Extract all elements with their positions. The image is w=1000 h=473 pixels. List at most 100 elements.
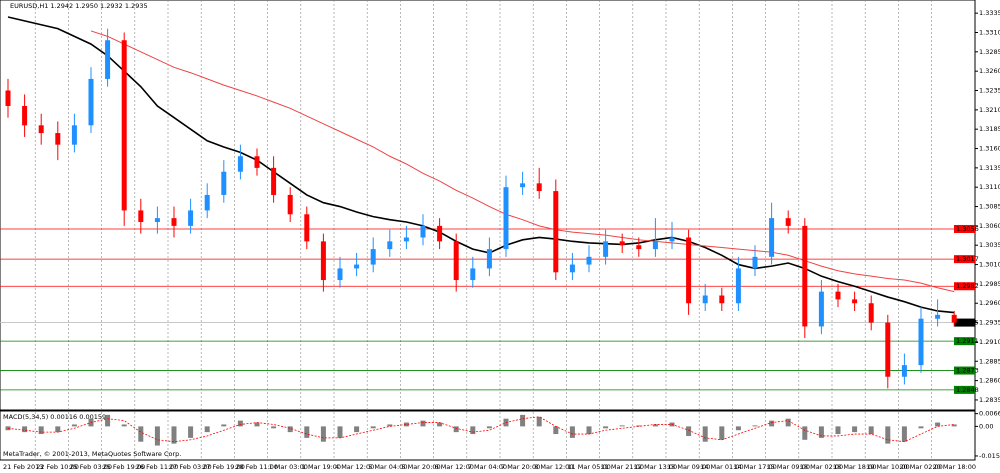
candle-body (702, 295, 708, 304)
level-tag (954, 282, 975, 291)
candle-body (105, 40, 111, 79)
macd-bar (204, 426, 210, 433)
x-tick-label: 5 Mar 20:00 (401, 463, 440, 471)
x-tick-label: 8 Mar 12:00 (534, 463, 573, 471)
candle-body (370, 249, 376, 265)
candle-body (188, 210, 194, 226)
x-tick-label: 22 Feb 10:00 (36, 463, 79, 471)
level-label: 1.3056 (956, 225, 979, 233)
macd-bar (935, 422, 941, 427)
macd-bar (138, 426, 144, 442)
candle-body (470, 268, 476, 281)
candle-body (71, 125, 77, 145)
macd-bar (470, 426, 476, 435)
level-label: 1.3017 (956, 255, 979, 263)
main-panel (0, 0, 976, 411)
x-tick-label: 27 Feb 03:00 (169, 463, 212, 471)
candle-body (752, 256, 758, 269)
candle-body (237, 156, 243, 172)
y-tick-label: 1.3135 (979, 164, 1000, 172)
candle-body (138, 210, 144, 223)
level-tag (954, 224, 975, 233)
macd-bar (603, 426, 609, 429)
level-tag (954, 337, 975, 346)
y-tick-label: 1.3060 (979, 222, 1000, 230)
x-tick-label: 20 Mar 18:00 (933, 463, 976, 471)
candle-body (586, 256, 592, 265)
candle-body (553, 191, 559, 273)
macd-bar (769, 420, 775, 427)
x-tick-label: 14 Mar 17:00 (733, 463, 776, 471)
chart-title: EURUSD,H1 1.2942 1.2950 1.2932 1.2935 (10, 2, 148, 10)
x-tick-label: 11 Mar 21:00 (601, 463, 644, 471)
candle-body (486, 249, 492, 269)
candle-body (453, 241, 459, 281)
candle-body (569, 264, 575, 273)
candle-body (818, 291, 824, 327)
macd-bar (287, 426, 293, 433)
candle-body (536, 183, 542, 192)
candle-body (835, 291, 841, 300)
candle-body (55, 133, 61, 145)
y-tick-label: 1.3310 (979, 28, 1000, 36)
macd-bar (918, 426, 924, 429)
macd-bar (619, 425, 625, 427)
x-tick-label: 4 Mar 12:00 (335, 463, 374, 471)
candle-body (171, 218, 177, 226)
y-tick-label: 1.2885 (979, 357, 1000, 365)
macd-bar (188, 426, 194, 438)
y-tick-label: 1.3010 (979, 261, 1000, 269)
y-tick-label: 0.00664 (979, 410, 1000, 418)
macd-bar (71, 424, 77, 427)
macd-bar (55, 426, 61, 433)
candle-body (221, 171, 227, 195)
candle-body (437, 225, 443, 242)
candle-body (669, 237, 675, 242)
y-tick-label: 1.2860 (979, 377, 1000, 385)
candle-body (254, 156, 260, 168)
x-tick-label: 25 Feb 19:00 (103, 463, 146, 471)
candle-body (403, 237, 409, 242)
macd-bar (237, 420, 243, 427)
indicator-title: MACD(5,34,5) 0.00116 0.00159 (3, 413, 106, 421)
y-tick-label: 1.3260 (979, 67, 1000, 75)
y-tick-label: 0.00 (979, 422, 993, 430)
candle-body (852, 299, 858, 304)
candle-body (901, 365, 907, 377)
y-tick-label: -0.01543 (979, 452, 1000, 460)
y-tick-label: 1.3035 (979, 241, 1000, 249)
macd-bar (370, 426, 376, 429)
macd-bar (885, 426, 891, 444)
macd-bar (835, 426, 841, 435)
candle-body (636, 245, 642, 250)
candle-body (769, 218, 775, 257)
level-label: 1.2848 (956, 386, 979, 394)
y-tick-label: 1.2910 (979, 338, 1000, 346)
candle-body (354, 264, 360, 269)
candle-body (868, 303, 874, 323)
level-label: 1.2873 (956, 367, 979, 375)
candle-body (287, 194, 293, 215)
candle-body (802, 225, 808, 327)
candle-body (603, 241, 609, 257)
level-label: 1.2935 (956, 319, 979, 327)
candle-body (121, 40, 127, 211)
macd-bar (569, 426, 575, 438)
y-tick-label: 1.3185 (979, 125, 1000, 133)
candle-body (520, 183, 526, 188)
y-tick-label: 1.3110 (979, 183, 1000, 191)
x-tick-label: 1 Mar 03:00 (269, 463, 308, 471)
x-tick-label: 12 Mar 13:00 (634, 463, 677, 471)
y-tick-label: 1.2835 (979, 396, 1000, 404)
x-tick-label: 15 Mar 09:00 (767, 463, 810, 471)
macd-bar (852, 426, 858, 433)
macd-bar (154, 426, 160, 446)
macd-bar (121, 424, 127, 427)
x-tick-label: 13 Mar 09:00 (667, 463, 710, 471)
macd-bar (520, 414, 526, 427)
macd-bar (486, 426, 492, 429)
level-tag (954, 255, 975, 264)
candle-body (304, 214, 310, 242)
